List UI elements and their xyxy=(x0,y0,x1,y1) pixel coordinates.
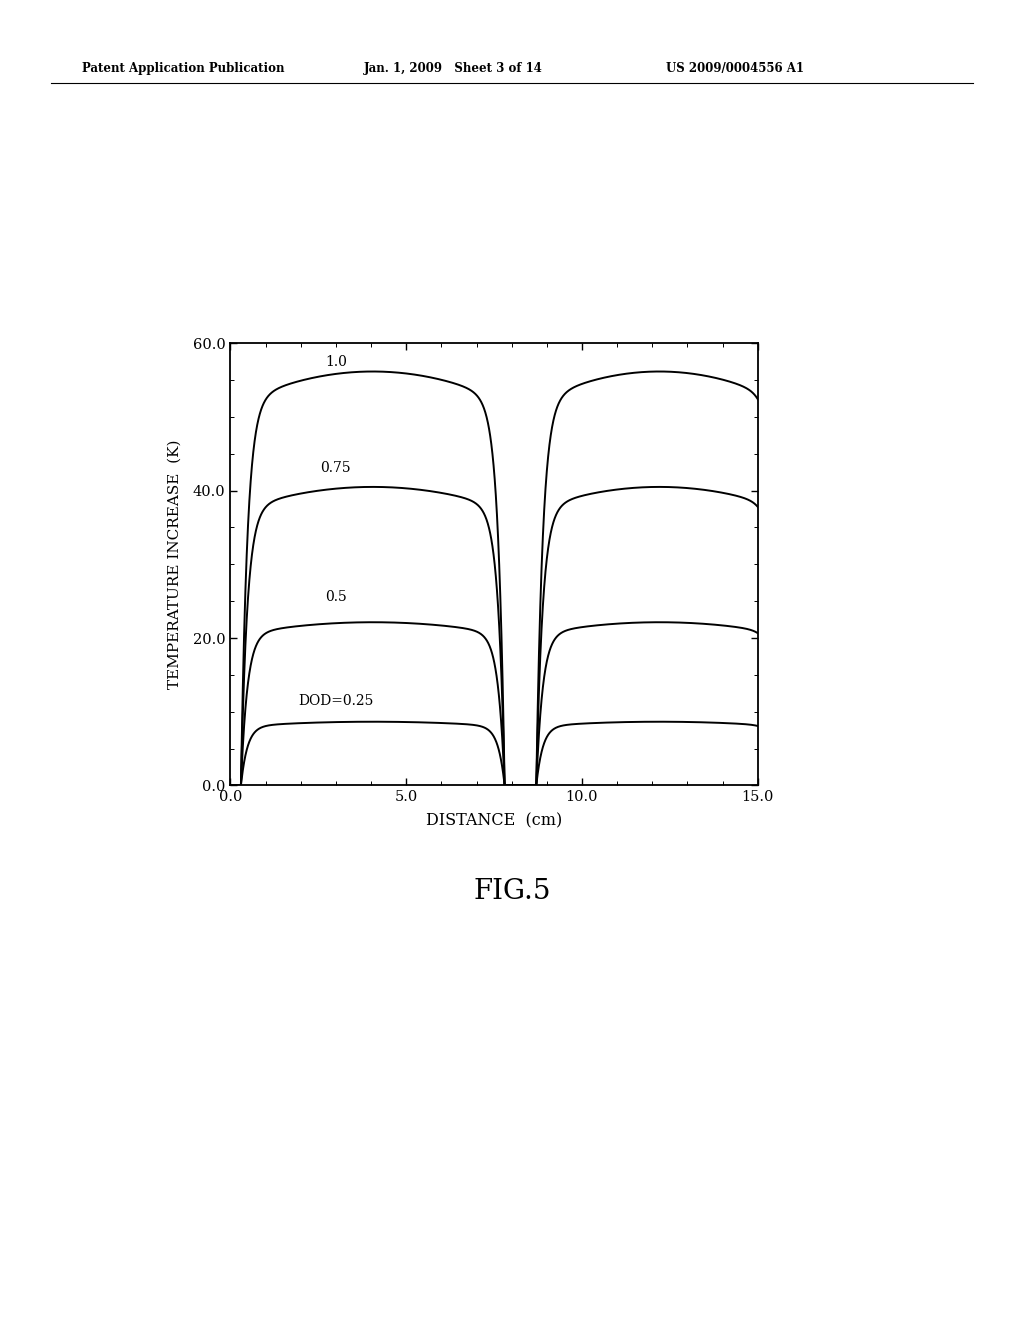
Text: DOD=0.25: DOD=0.25 xyxy=(298,693,374,708)
Text: Jan. 1, 2009   Sheet 3 of 14: Jan. 1, 2009 Sheet 3 of 14 xyxy=(364,62,543,75)
Text: US 2009/0004556 A1: US 2009/0004556 A1 xyxy=(666,62,804,75)
Text: FIG.5: FIG.5 xyxy=(473,878,551,904)
Y-axis label: TEMPERATURE INCREASE  (K): TEMPERATURE INCREASE (K) xyxy=(168,440,181,689)
X-axis label: DISTANCE  (cm): DISTANCE (cm) xyxy=(426,813,562,829)
Text: 1.0: 1.0 xyxy=(325,355,347,368)
Text: 0.75: 0.75 xyxy=(321,462,351,475)
Text: 0.5: 0.5 xyxy=(325,590,347,605)
Text: Patent Application Publication: Patent Application Publication xyxy=(82,62,285,75)
